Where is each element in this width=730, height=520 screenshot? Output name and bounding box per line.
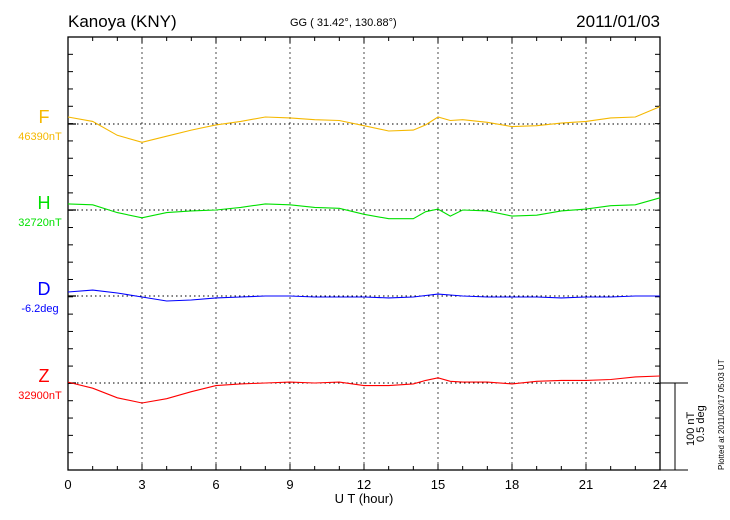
x-tick-label: 9 (286, 477, 293, 492)
chart-title: Kanoya (KNY) (68, 12, 177, 31)
x-tick-label: 21 (579, 477, 593, 492)
x-tick-label: 0 (64, 477, 71, 492)
chart-date: 2011/01/03 (576, 12, 660, 31)
plotted-note: Plotted at 2011/03/17 05:03 UT (717, 359, 726, 470)
series-baseline-value: -6.2deg (21, 303, 58, 315)
x-tick-label: 18 (505, 477, 519, 492)
series-baseline-value: 46390nT (18, 131, 62, 143)
x-tick-label: 12 (357, 477, 371, 492)
scale-label-deg: 0.5 deg (695, 405, 707, 442)
series-name-d: D (38, 279, 51, 299)
series-name-z: Z (39, 366, 50, 386)
x-tick-label: 15 (431, 477, 445, 492)
x-tick-label: 24 (653, 477, 667, 492)
series-line-z (67, 375, 661, 404)
scale-label-nt: 100 nT (685, 411, 697, 446)
series-name-f: F (39, 107, 50, 127)
series-line-h (67, 197, 661, 220)
series-baseline-value: 32900nT (18, 390, 62, 402)
series-line-d (67, 289, 660, 302)
chart-subtitle: GG ( 31.42°, 130.88°) (290, 17, 397, 29)
series-baseline-value: 32720nT (18, 217, 62, 229)
x-tick-label: 3 (138, 477, 145, 492)
series-name-h: H (38, 193, 51, 213)
x-axis-label: U T (hour) (335, 491, 394, 506)
series-line-f (67, 106, 661, 143)
x-tick-label: 6 (212, 477, 219, 492)
